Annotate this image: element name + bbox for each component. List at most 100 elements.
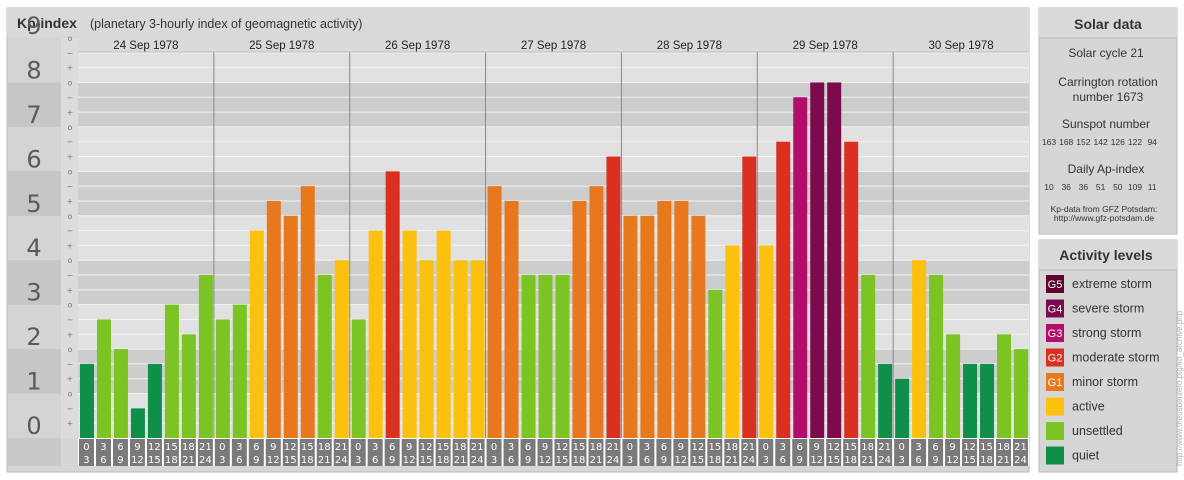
hour-label-end: 3 <box>83 455 89 466</box>
hour-label-start: 0 <box>83 442 89 453</box>
hour-label-end: 3 <box>355 455 361 466</box>
hour-label-end: 21 <box>725 455 738 466</box>
hour-box <box>605 439 621 466</box>
y-minor-mark: + <box>67 419 74 428</box>
hour-label-start: 6 <box>797 442 803 453</box>
hour-label-start: 3 <box>508 442 514 453</box>
hour-label-start: 18 <box>318 442 331 453</box>
hour-label-end: 24 <box>335 455 348 466</box>
hour-label-start: 15 <box>301 442 314 453</box>
legend-swatch <box>1046 446 1064 465</box>
plot-band <box>78 126 1029 172</box>
hour-box <box>571 439 587 466</box>
hour-label-end: 9 <box>253 455 259 466</box>
hour-box <box>316 439 332 466</box>
y-tick-label: 2 <box>26 323 41 351</box>
kp-bar <box>96 319 111 438</box>
hour-box <box>95 439 111 466</box>
hour-box <box>979 439 995 466</box>
y-tick-label: 8 <box>26 56 41 84</box>
solar-value: 50 <box>1113 182 1123 192</box>
hour-label-start: 3 <box>915 442 921 453</box>
hour-label-start: 15 <box>437 442 450 453</box>
hour-label-start: 0 <box>355 442 361 453</box>
hour-label-start: 18 <box>454 442 467 453</box>
solar-value: 10 <box>1044 182 1054 192</box>
source-link[interactable]: http://www.gfz-potsdam.de <box>1054 213 1154 223</box>
hour-box <box>1013 439 1028 466</box>
hour-label-end: 12 <box>131 455 144 466</box>
ap-values: 10 36 36 51 50 109 11 <box>1044 182 1157 192</box>
hour-label-end: 24 <box>471 455 484 466</box>
hour-label-start: 12 <box>148 442 161 453</box>
hour-label-start: 9 <box>406 442 412 453</box>
legend-label: quiet <box>1072 449 1100 463</box>
y-tick-label: 6 <box>26 145 41 173</box>
y-minor-mark: o <box>68 212 73 221</box>
hour-box <box>588 439 604 466</box>
ap-label: Daily Ap-index <box>1068 162 1145 176</box>
hour-label-start: 3 <box>236 442 242 453</box>
solar-data-title: Solar data <box>1074 16 1142 32</box>
y-label-band <box>8 171 61 216</box>
hour-label-end: 12 <box>403 455 416 466</box>
kp-bar <box>606 156 621 439</box>
hour-label-end: 18 <box>708 455 721 466</box>
solar-value: 122 <box>1128 137 1142 147</box>
hour-label-end: 6 <box>372 455 378 466</box>
hour-label-end: 3 <box>219 455 225 466</box>
kp-bar <box>810 82 825 438</box>
legend-swatch <box>1046 324 1064 342</box>
y-minor-mark: + <box>67 108 74 117</box>
hour-box <box>350 439 366 466</box>
hour-label-start: 12 <box>827 442 840 453</box>
y-label-band <box>8 349 61 394</box>
solar-value: 94 <box>1147 137 1157 147</box>
y-minor-mark: + <box>67 330 74 339</box>
hour-label-end: 6 <box>508 455 514 466</box>
hour-box <box>265 439 281 466</box>
legend-label: severe storm <box>1072 302 1144 316</box>
kp-bar <box>725 245 740 438</box>
hour-label-start: 21 <box>1014 442 1027 453</box>
kp-bar <box>147 363 162 438</box>
kp-bar <box>215 319 230 438</box>
y-minor-mark: o <box>68 123 73 132</box>
y-label-band <box>8 82 61 127</box>
y-minor-mark: + <box>67 286 74 295</box>
y-label-band <box>8 215 61 261</box>
hour-label-end: 15 <box>148 455 161 466</box>
hour-box <box>418 439 434 466</box>
chart-subtitle: (planetary 3-hourly index of geomagnetic… <box>90 17 362 31</box>
hour-label-end: 9 <box>117 455 123 466</box>
hour-box <box>622 439 638 466</box>
kp-bar <box>470 260 485 438</box>
hour-box <box>741 439 757 466</box>
hour-label-end: 21 <box>318 455 331 466</box>
y-label-band <box>8 126 61 172</box>
hour-label-start: 3 <box>780 442 786 453</box>
hour-label-end: 24 <box>607 455 620 466</box>
kp-bar <box>317 275 332 438</box>
kp-bar <box>674 200 689 438</box>
hour-label-start: 18 <box>997 442 1010 453</box>
hour-label-start: 6 <box>661 442 667 453</box>
hour-label-end: 21 <box>590 455 603 466</box>
hour-label-end: 21 <box>861 455 874 466</box>
hour-label-end: 9 <box>389 455 395 466</box>
hour-box <box>503 439 519 466</box>
kp-bar <box>453 260 468 438</box>
hour-box <box>945 439 961 466</box>
solar-cycle: Solar cycle 21 <box>1068 46 1144 60</box>
y-minor-mark: − <box>67 404 74 413</box>
kp-bar <box>912 260 927 438</box>
kp-bars <box>80 82 1028 439</box>
y-minor-mark: o <box>68 256 73 265</box>
kp-bar <box>844 141 859 438</box>
hour-label-end: 3 <box>627 455 633 466</box>
kp-bar <box>385 171 400 439</box>
hour-label-start: 15 <box>844 442 857 453</box>
hour-box <box>843 439 859 466</box>
hour-label-start: 21 <box>742 442 755 453</box>
y-minor-mark: o <box>68 301 73 310</box>
